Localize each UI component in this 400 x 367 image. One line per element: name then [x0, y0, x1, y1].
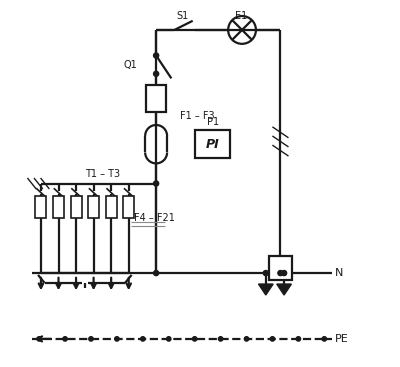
Circle shape — [141, 337, 145, 341]
Bar — [106, 196, 117, 218]
Text: S1: S1 — [176, 11, 188, 21]
Circle shape — [154, 270, 159, 276]
Text: T1 – T3: T1 – T3 — [85, 169, 120, 179]
Bar — [268, 257, 292, 280]
Circle shape — [263, 270, 268, 276]
Circle shape — [296, 337, 300, 341]
Text: N: N — [335, 268, 344, 278]
Circle shape — [218, 337, 223, 341]
Circle shape — [166, 337, 171, 341]
Circle shape — [270, 337, 275, 341]
Bar — [88, 196, 99, 218]
Circle shape — [192, 337, 197, 341]
Bar — [196, 131, 230, 158]
Bar — [123, 196, 134, 218]
Bar — [53, 196, 64, 218]
Text: E1: E1 — [235, 11, 247, 21]
Circle shape — [37, 337, 41, 341]
Circle shape — [154, 71, 159, 76]
Bar — [36, 196, 46, 218]
Circle shape — [244, 337, 249, 341]
Circle shape — [322, 337, 326, 341]
Circle shape — [282, 270, 287, 276]
Text: P1: P1 — [207, 117, 219, 127]
Circle shape — [154, 53, 159, 58]
Circle shape — [89, 337, 93, 341]
Circle shape — [278, 270, 283, 276]
Circle shape — [115, 337, 119, 341]
Polygon shape — [277, 284, 292, 295]
Circle shape — [154, 181, 159, 186]
Text: PE: PE — [335, 334, 349, 344]
Bar — [70, 196, 82, 218]
Text: Q1: Q1 — [123, 60, 137, 70]
Text: F4 – F21: F4 – F21 — [134, 213, 175, 223]
Polygon shape — [258, 284, 273, 295]
Text: PI: PI — [206, 138, 220, 151]
Text: F1 – F3: F1 – F3 — [180, 111, 214, 121]
Bar — [146, 85, 166, 112]
Circle shape — [63, 337, 67, 341]
